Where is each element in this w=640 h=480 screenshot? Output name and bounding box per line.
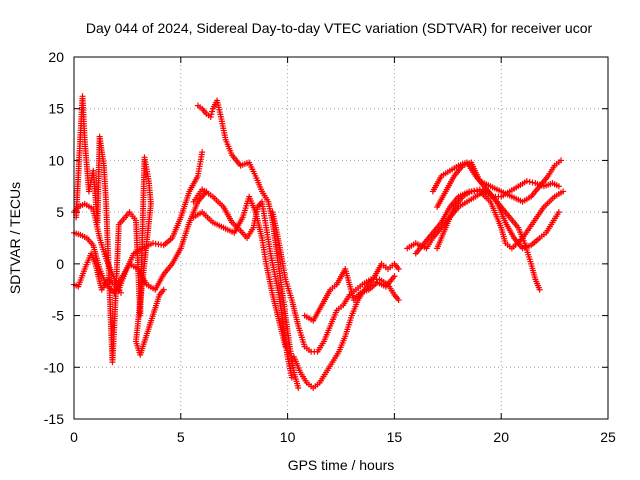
- y-tick-label: 0: [56, 256, 64, 272]
- chart-title: Day 044 of 2024, Sidereal Day-to-day VTE…: [86, 20, 593, 36]
- y-axis-label: SDTVAR / TECUs: [7, 182, 23, 294]
- data-points: [71, 93, 567, 391]
- y-tick-label: -10: [44, 359, 64, 375]
- x-tick-label: 15: [387, 429, 403, 445]
- x-axis-label: GPS time / hours: [288, 457, 395, 473]
- data-point-trough-b: [395, 266, 402, 273]
- y-tick-label: -15: [44, 411, 64, 427]
- x-tick-label: 0: [70, 429, 78, 445]
- y-tick-label: 15: [48, 101, 64, 117]
- x-tick-label: 20: [493, 429, 509, 445]
- x-tick-label: 25: [600, 429, 616, 445]
- x-tick-label: 5: [177, 429, 185, 445]
- data-point-late-c: [482, 187, 489, 194]
- grid-lines: [74, 57, 608, 419]
- data-point-late-a: [526, 178, 533, 185]
- data-point-spikes-early: [160, 286, 167, 293]
- data-point-lower-arc: [282, 343, 289, 350]
- data-point-middle-arc: [288, 374, 295, 381]
- data-point-track-a: [199, 149, 206, 156]
- data-point-upper-arc: [295, 384, 302, 391]
- data-point-late-a: [523, 178, 530, 185]
- y-tick-label: 5: [56, 204, 64, 220]
- data-point-late-c: [555, 209, 562, 216]
- data-point-late-a: [555, 183, 562, 190]
- data-point-upper-arc: [209, 108, 216, 115]
- data-point-late-e: [560, 188, 567, 195]
- data-point-trough-c: [391, 273, 398, 280]
- plot-frame: [73, 56, 609, 420]
- data-point-late-d: [558, 157, 565, 164]
- data-point-trough-a: [395, 297, 402, 304]
- data-point-late-b: [536, 286, 543, 293]
- data-point-upper-arc: [208, 111, 215, 118]
- data-point-late-c: [479, 187, 486, 194]
- data-point-late-a: [529, 179, 536, 186]
- data-point-upper-arc: [207, 113, 214, 120]
- x-tick-label: 10: [280, 429, 296, 445]
- data-point-track-c: [117, 289, 124, 296]
- y-tick-label: -5: [52, 308, 65, 324]
- y-tick-label: 20: [48, 49, 64, 65]
- y-tick-label: 10: [48, 152, 64, 168]
